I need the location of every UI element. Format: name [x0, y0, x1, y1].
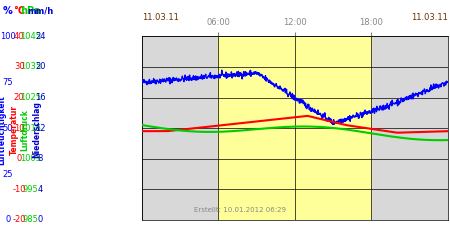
Text: Erstellt: 10.01.2012 06:29: Erstellt: 10.01.2012 06:29 — [194, 207, 286, 213]
Text: 20: 20 — [35, 62, 45, 72]
Text: 1025: 1025 — [20, 93, 41, 102]
Text: 0: 0 — [5, 216, 10, 224]
Text: 985: 985 — [22, 216, 38, 224]
Text: 8: 8 — [38, 154, 43, 163]
Text: Niederschlag: Niederschlag — [32, 102, 41, 158]
Text: 50: 50 — [3, 124, 13, 132]
Text: 11.03.11: 11.03.11 — [411, 12, 448, 22]
Bar — [218, 36, 371, 220]
Text: 1015: 1015 — [20, 124, 41, 132]
Text: 75: 75 — [3, 78, 13, 87]
Text: %: % — [3, 6, 13, 16]
Text: 25: 25 — [3, 170, 13, 178]
Text: 20: 20 — [14, 93, 24, 102]
Text: 4: 4 — [38, 185, 43, 194]
Text: 24: 24 — [35, 32, 45, 41]
Text: 1045: 1045 — [20, 32, 41, 41]
Text: 40: 40 — [14, 32, 24, 41]
Text: °C: °C — [13, 6, 25, 16]
Text: 11.03.11: 11.03.11 — [142, 12, 179, 22]
Text: 0: 0 — [38, 216, 43, 224]
Text: 10: 10 — [14, 124, 24, 132]
Text: 995: 995 — [22, 185, 38, 194]
Text: 100: 100 — [0, 32, 16, 41]
Text: Luftfeuchtigkeit: Luftfeuchtigkeit — [0, 95, 6, 165]
Text: 16: 16 — [35, 93, 46, 102]
Text: Temperatur: Temperatur — [10, 105, 19, 155]
Text: -10: -10 — [13, 185, 26, 194]
Text: 12: 12 — [35, 124, 45, 132]
Text: Luftdruck: Luftdruck — [20, 109, 29, 151]
Text: 1005: 1005 — [20, 154, 41, 163]
Text: 0: 0 — [17, 154, 22, 163]
Text: 30: 30 — [14, 62, 24, 72]
Text: mm/h: mm/h — [27, 7, 54, 16]
Text: 1035: 1035 — [20, 62, 41, 72]
Text: hPa: hPa — [20, 6, 40, 16]
Text: -20: -20 — [13, 216, 26, 224]
